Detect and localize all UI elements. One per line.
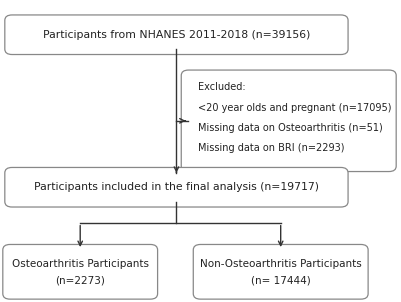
- FancyBboxPatch shape: [193, 245, 368, 299]
- FancyBboxPatch shape: [3, 245, 158, 299]
- Text: Missing data on Osteoarthritis (n=51): Missing data on Osteoarthritis (n=51): [198, 123, 383, 133]
- Text: Participants from NHANES 2011-2018 (n=39156): Participants from NHANES 2011-2018 (n=39…: [43, 30, 310, 40]
- Text: Missing data on BRI (n=2293): Missing data on BRI (n=2293): [198, 143, 345, 153]
- FancyBboxPatch shape: [181, 70, 396, 172]
- FancyBboxPatch shape: [5, 15, 348, 54]
- Text: Osteoarthritis Participants: Osteoarthritis Participants: [12, 259, 149, 269]
- Text: (n=2273): (n=2273): [55, 276, 105, 286]
- Text: <20 year olds and pregnant (n=17095): <20 year olds and pregnant (n=17095): [198, 103, 392, 113]
- FancyBboxPatch shape: [5, 167, 348, 207]
- Text: (n= 17444): (n= 17444): [251, 276, 311, 286]
- Text: Non-Osteoarthritis Participants: Non-Osteoarthritis Participants: [200, 259, 362, 269]
- Text: Excluded:: Excluded:: [198, 82, 246, 92]
- Text: Participants included in the final analysis (n=19717): Participants included in the final analy…: [34, 182, 319, 192]
